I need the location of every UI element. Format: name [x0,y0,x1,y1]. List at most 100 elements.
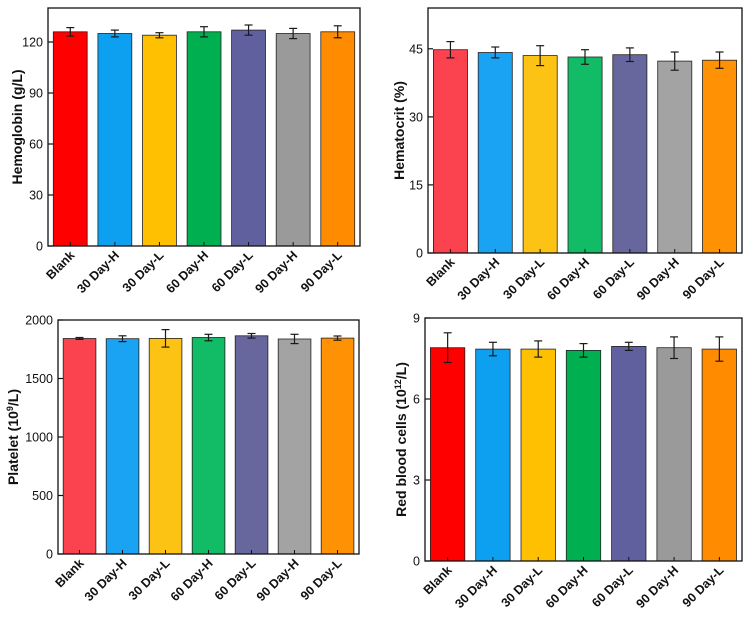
ylabel-unit: /L) [5,389,21,406]
hematocrit-error-bar-2 [491,46,500,59]
red-blood-cells-bar-1 [429,347,466,562]
platelet-error-bar-6 [290,333,299,345]
hematocrit-bar-7 [702,59,737,254]
red-blood-cells-category-label-7: 90 Day-L [680,563,727,610]
hematocrit-category-label-7: 90 Day-L [680,255,727,302]
platelet-error-bar-1 [75,336,84,340]
hematocrit-error-bar-7 [715,51,724,69]
platelet-y-tick-label: 500 [32,489,53,503]
ylabel-main: Hemoglobin (g/L) [9,69,25,184]
red-blood-cells-error-bar-1 [443,332,452,364]
red-blood-cells-error-bar-5 [624,341,633,351]
hemoglobin-error-bar-3 [155,32,164,39]
red-blood-cells-category-label-2: 30 Day-H [452,563,500,611]
hemoglobin-category-label-7: 90 Day-L [298,248,345,295]
hemoglobin-category-label-5: 60 Day-L [209,248,256,295]
hematocrit-error-bar-5 [625,47,634,63]
hemoglobin-error-bar-2 [110,29,119,38]
hematocrit-y-axis-label: Hematocrit (%) [391,81,407,180]
platelet-category-label-7: 90 Day-L [298,556,345,603]
red-blood-cells-bar-4 [565,349,602,562]
hemoglobin-category-label-2: 30 Day-H [74,248,122,296]
hemoglobin-y-tick-label: 90 [29,87,43,101]
red-blood-cells-error-bar-7 [715,336,724,362]
red-blood-cells-bar-6 [656,347,692,562]
platelet-error-bar-3 [161,329,170,348]
platelet-bar-3 [148,337,183,555]
red-blood-cells-bar-3 [520,348,556,562]
hemoglobin-y-tick-label: 120 [22,36,43,50]
platelet-category-label-6: 90 Day-H [254,556,302,604]
platelet-category-label-3: 30 Day-L [126,556,173,603]
red-blood-cells-category-label-6: 90 Day-H [633,563,681,611]
hematocrit-category-label-4: 60 Day-H [544,255,592,303]
red-blood-cells-y-axis-label: Red blood cells (1012/L) [393,362,409,517]
ylabel-main: Red blood cells (10 [393,389,409,517]
hemoglobin-bar-4 [186,31,222,247]
ylabel-superscript: 12 [393,379,403,389]
hemoglobin-bar-6 [275,33,311,247]
red-blood-cells-category-label-4: 60 Day-H [543,563,591,611]
hematocrit-axes-frame [427,7,743,254]
platelet-y-tick-label: 1500 [25,372,53,386]
red-blood-cells-error-bar-2 [488,341,497,357]
hematocrit-bar-3 [522,55,558,254]
ylabel-superscript: 9 [5,406,15,411]
hemoglobin-y-tick-label: 30 [29,189,43,203]
hematocrit-y-tick-label: 0 [416,247,423,261]
platelet-category-label-2: 30 Day-H [82,556,130,604]
hemoglobin-y-axis-label: Hemoglobin (g/L) [9,69,25,184]
hematocrit-bar-1 [432,49,468,254]
hemoglobin-y-tick-label: 60 [29,138,43,152]
red-blood-cells-y-tick-label: 3 [413,474,420,488]
platelet-category-label-4: 60 Day-H [168,556,216,604]
red-blood-cells-category-label-5: 60 Day-L [589,563,636,610]
ylabel-main: Hematocrit (%) [391,81,407,180]
hemoglobin-bar-1 [52,31,88,247]
hematocrit-y-tick-label: 45 [409,42,423,56]
red-blood-cells-category-label-3: 30 Day-L [499,563,546,610]
hemoglobin-error-bar-7 [333,25,342,39]
hemoglobin-category-label-4: 60 Day-H [163,248,211,296]
platelet-error-bar-7 [333,335,342,341]
hematocrit-category-label-6: 90 Day-H [634,255,682,303]
ylabel-main: Platelet (10 [5,411,21,485]
hematocrit-bar-2 [477,52,513,254]
red-blood-cells-bar-7 [701,348,737,562]
platelet-error-bar-4 [204,333,213,342]
platelet-y-tick-label: 2000 [25,314,53,328]
hematocrit-category-label-3: 30 Day-L [500,255,547,302]
platelet-bar-5 [234,335,269,555]
hemoglobin-error-bar-6 [289,27,298,40]
platelet-bar-6 [277,338,312,555]
hematocrit-category-label-2: 30 Day-H [455,255,503,303]
hematocrit-error-bar-1 [446,40,455,59]
hemoglobin-category-label-1: Blank [43,248,77,282]
platelet-category-label-1: Blank [53,556,87,590]
hematocrit-error-bar-4 [581,49,589,65]
red-blood-cells-error-bar-3 [534,340,543,358]
red-blood-cells-bar-5 [611,345,647,562]
hemoglobin-category-label-3: 30 Day-L [120,248,167,295]
hemoglobin-bar-7 [320,31,356,247]
hemoglobin-axes-frame [47,7,361,247]
red-blood-cells-bar-2 [475,348,511,562]
hemoglobin-error-bar-4 [200,26,208,38]
red-blood-cells-error-bar-6 [670,336,679,360]
platelet-bar-2 [105,338,140,555]
hematocrit-bar-4 [567,56,603,254]
platelet-bar-7 [320,337,355,555]
platelet-bar-4 [191,337,226,555]
hematocrit-y-tick-label: 15 [409,178,423,192]
red-blood-cells-error-bar-4 [579,343,588,358]
red-blood-cells-y-tick-label: 9 [413,312,420,326]
platelet-y-tick-label: 0 [46,548,53,562]
platelet-y-axis-label: Platelet (109/L) [5,389,21,485]
red-blood-cells-axes-frame [424,317,743,562]
hemoglobin-category-label-6: 90 Day-H [252,248,300,296]
hematocrit-error-bar-3 [536,45,545,67]
